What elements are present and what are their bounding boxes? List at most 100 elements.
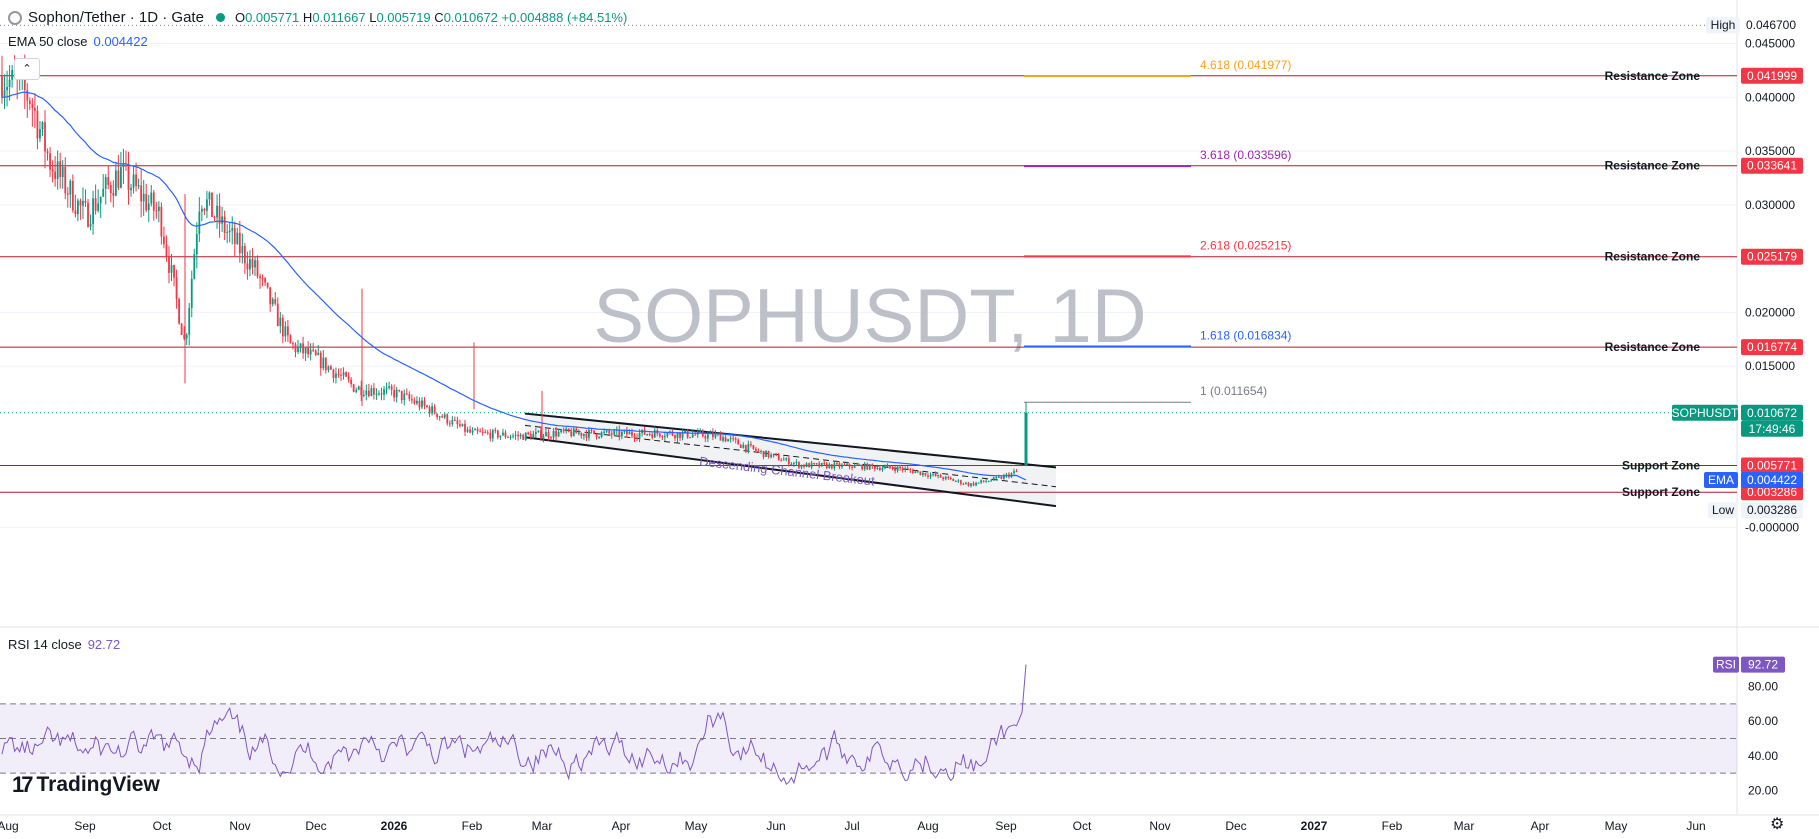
candle-body (423, 400, 426, 406)
candle-body (403, 393, 406, 401)
candle-body (787, 458, 790, 465)
candle-body (56, 161, 59, 179)
candle-body (760, 450, 762, 452)
zone-price-tag: 0.003286 (1747, 485, 1797, 499)
candle-body (491, 430, 494, 439)
candle-body (157, 206, 160, 212)
candle-body (980, 480, 983, 483)
candle-body (583, 433, 585, 436)
candle-body (142, 193, 145, 202)
candle-body (545, 432, 547, 437)
candle-body (200, 208, 203, 212)
candle-body (416, 400, 418, 404)
candle-body (934, 473, 937, 477)
candle-body (894, 468, 896, 471)
candle-body (868, 464, 871, 470)
candle-body (762, 450, 765, 457)
time-axis-label: Aug (917, 819, 938, 833)
candle-body (924, 473, 927, 476)
collapse-legend-button[interactable]: ⌃ (14, 58, 40, 80)
candle-body (939, 474, 942, 478)
candle-body (595, 433, 598, 438)
candle-body (889, 465, 891, 468)
candle-body (426, 405, 428, 408)
rsi-legend[interactable]: RSI 14 close 92.72 (8, 637, 120, 652)
candle-body (747, 444, 750, 451)
candle-body (236, 232, 239, 244)
candle-body (203, 208, 206, 211)
time-axis-label: Nov (229, 819, 250, 833)
candle-body (317, 352, 320, 355)
candle-body (112, 193, 115, 196)
rsi-tick-label: 20.00 (1748, 783, 1778, 797)
zone-price-tag-bg (1741, 67, 1803, 84)
candle-body (388, 386, 390, 388)
price-tick-label: 0.035000 (1745, 144, 1795, 158)
candle-body (982, 480, 985, 482)
candle-body (661, 436, 664, 438)
price-tick-label: 0.040000 (1745, 90, 1795, 104)
candle-body (489, 432, 492, 439)
candle-body (390, 386, 393, 390)
candle-body (61, 166, 64, 177)
time-axis-label: Feb (1382, 819, 1403, 833)
candle-body (44, 122, 46, 152)
candle-body (299, 343, 302, 347)
candle-body (800, 464, 803, 468)
candle-body (749, 444, 752, 446)
candle-body (512, 435, 514, 437)
candle-body (281, 317, 284, 337)
candle-body (911, 470, 914, 474)
candle-body (517, 434, 520, 437)
candle-body (145, 193, 148, 211)
rsi-line (1, 664, 1027, 786)
candle-body (585, 433, 588, 438)
rsi-tick-label: 40.00 (1748, 749, 1778, 763)
candle-body (861, 464, 864, 470)
candle-body (46, 151, 49, 154)
symbol-title[interactable]: Sophon/Tether · 1D · Gate (28, 9, 204, 26)
candle-body (373, 388, 375, 395)
candle-body (347, 376, 350, 380)
high-value-tag-bg (1741, 17, 1801, 34)
candle-body (502, 432, 504, 436)
candle-body (476, 429, 479, 432)
time-axis-label: Mar (532, 819, 553, 833)
candle-body (481, 431, 484, 433)
candle-body (706, 434, 709, 439)
candle-body (327, 366, 330, 371)
candle-body (241, 246, 244, 254)
candle-body (798, 462, 800, 468)
candle-body (805, 463, 808, 467)
candle-body (884, 466, 886, 469)
time-axis-label: Apr (612, 819, 631, 833)
candle-body (324, 357, 327, 371)
candle-body (365, 390, 368, 395)
low-value-tag-bg (1741, 502, 1803, 519)
ema-legend[interactable]: EMA 50 close 0.004422 (8, 34, 148, 49)
time-axis-label: Mar (1454, 819, 1475, 833)
candle-body (228, 230, 231, 233)
candle-body (975, 482, 977, 486)
candle-body (479, 431, 482, 433)
tradingview-logo[interactable]: 17 TradingView (12, 772, 160, 798)
candle-body (755, 448, 757, 451)
candle-body (770, 454, 773, 458)
settings-gear-icon[interactable]: ⚙ (1770, 816, 1785, 833)
candle-body (226, 232, 229, 234)
candle-body (23, 73, 26, 91)
high-tag: High (1711, 18, 1736, 32)
candle-body (418, 400, 421, 408)
candle-body (593, 430, 595, 434)
candle-body (99, 196, 102, 204)
candle-body (838, 463, 841, 467)
candle-body (562, 429, 565, 432)
candle-body (848, 463, 851, 467)
time-axis-label: Dec (305, 819, 326, 833)
high-value: 0.011667 (312, 10, 366, 25)
candle-body (26, 90, 29, 101)
candle-body (433, 406, 436, 414)
candle-body (648, 434, 651, 436)
time-axis-label: Jul (844, 819, 859, 833)
